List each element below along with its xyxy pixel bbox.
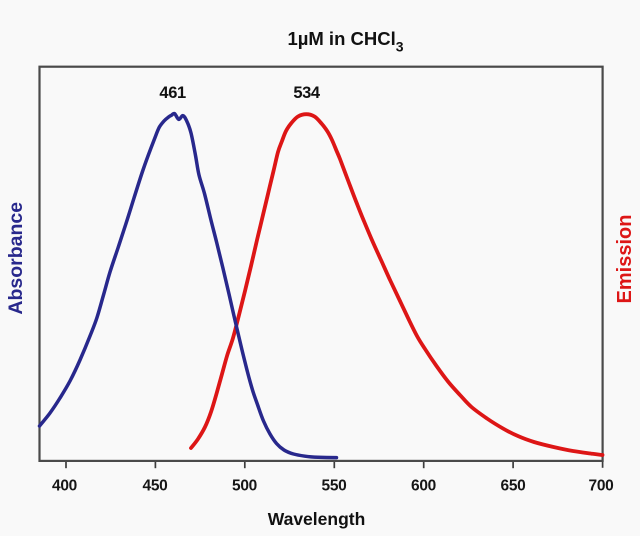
svg-text:534: 534: [293, 84, 321, 102]
svg-text:400: 400: [52, 478, 77, 495]
svg-text:Wavelength: Wavelength: [268, 509, 366, 529]
svg-text:550: 550: [322, 478, 347, 495]
svg-text:450: 450: [143, 478, 168, 495]
svg-text:650: 650: [501, 478, 526, 495]
svg-text:600: 600: [411, 478, 436, 495]
svg-text:Emission: Emission: [614, 215, 636, 304]
svg-text:461: 461: [159, 84, 186, 102]
svg-text:Absorbance: Absorbance: [5, 202, 27, 315]
svg-text:500: 500: [232, 478, 257, 495]
svg-text:700: 700: [589, 478, 614, 495]
